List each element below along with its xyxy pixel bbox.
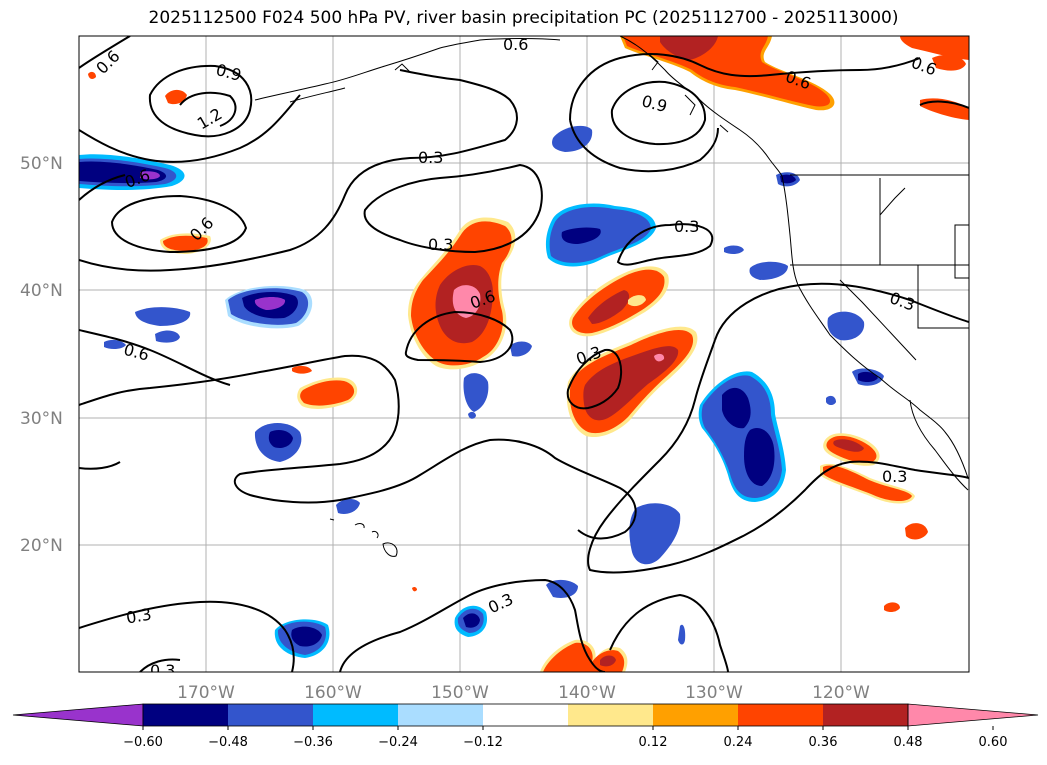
colorbar-tick-label: 0.24 — [724, 735, 753, 750]
colorbar-tick-label: −0.60 — [123, 735, 163, 750]
pv-contours — [79, 36, 969, 672]
colorbar-tick-label: −0.36 — [293, 735, 333, 750]
latitude-labels: 50°N 40°N 30°N 20°N — [20, 154, 63, 556]
colorbar-swatch — [228, 704, 313, 726]
contour-label: 0.6 — [503, 35, 528, 54]
lon-label-120w: 120°W — [812, 683, 870, 703]
lat-label-40n: 40°N — [20, 281, 63, 301]
lon-label-130w: 130°W — [685, 683, 743, 703]
plot-frame — [78, 35, 970, 673]
lon-label-160w: 160°W — [304, 683, 362, 703]
map-title: 2025112500 F024 500 hPa PV, river basin … — [148, 8, 899, 28]
colorbar-swatch — [398, 704, 483, 726]
colorbar-tick-label: −0.48 — [208, 735, 248, 750]
lat-label-30n: 30°N — [20, 409, 63, 429]
colorbar-extend-high — [907, 703, 1039, 727]
lon-label-150w: 150°W — [431, 683, 489, 703]
contour-label: 0.3 — [674, 217, 699, 236]
colorbar-swatch — [568, 704, 653, 726]
colorbar-swatch — [143, 704, 228, 726]
contour-label: 0.3 — [418, 148, 443, 167]
colorbar-tick-label: −0.24 — [378, 735, 418, 750]
colorbar-swatch — [823, 704, 908, 726]
colorbar-tick-label: 0.36 — [809, 735, 838, 750]
coastlines — [254, 36, 969, 557]
colorbar-tick-label: −0.12 — [463, 735, 503, 750]
longitude-labels: 170°W 160°W 150°W 140°W 130°W 120°W — [177, 683, 870, 703]
colorbar: −0.60 −0.48 −0.36 −0.24 −0.12 0.12 0.24 0.36 0.4… — [12, 703, 1039, 750]
positive-anomalies — [88, 36, 969, 672]
contour-label: 0.3 — [428, 235, 453, 254]
contour-label: 0.3 — [150, 661, 175, 680]
lon-label-140w: 140°W — [558, 683, 616, 703]
negative-anomalies — [79, 125, 884, 658]
lon-label-170w: 170°W — [177, 683, 235, 703]
colorbar-tick-label: 0.48 — [894, 735, 923, 750]
colorbar-swatch — [653, 704, 738, 726]
lat-label-50n: 50°N — [20, 154, 63, 174]
colorbar-swatch — [483, 704, 568, 726]
colorbar-swatch — [738, 704, 823, 726]
contour-label: 0.3 — [125, 604, 153, 627]
colorbar-outline — [142, 703, 909, 727]
contour-label: 0.3 — [882, 467, 907, 486]
colorbar-extend-low — [12, 703, 144, 727]
colorbar-tick-label: 0.60 — [979, 735, 1008, 750]
lat-label-20n: 20°N — [20, 536, 63, 556]
colorbar-tick-label: 0.12 — [639, 735, 668, 750]
colorbar-swatch — [313, 704, 398, 726]
